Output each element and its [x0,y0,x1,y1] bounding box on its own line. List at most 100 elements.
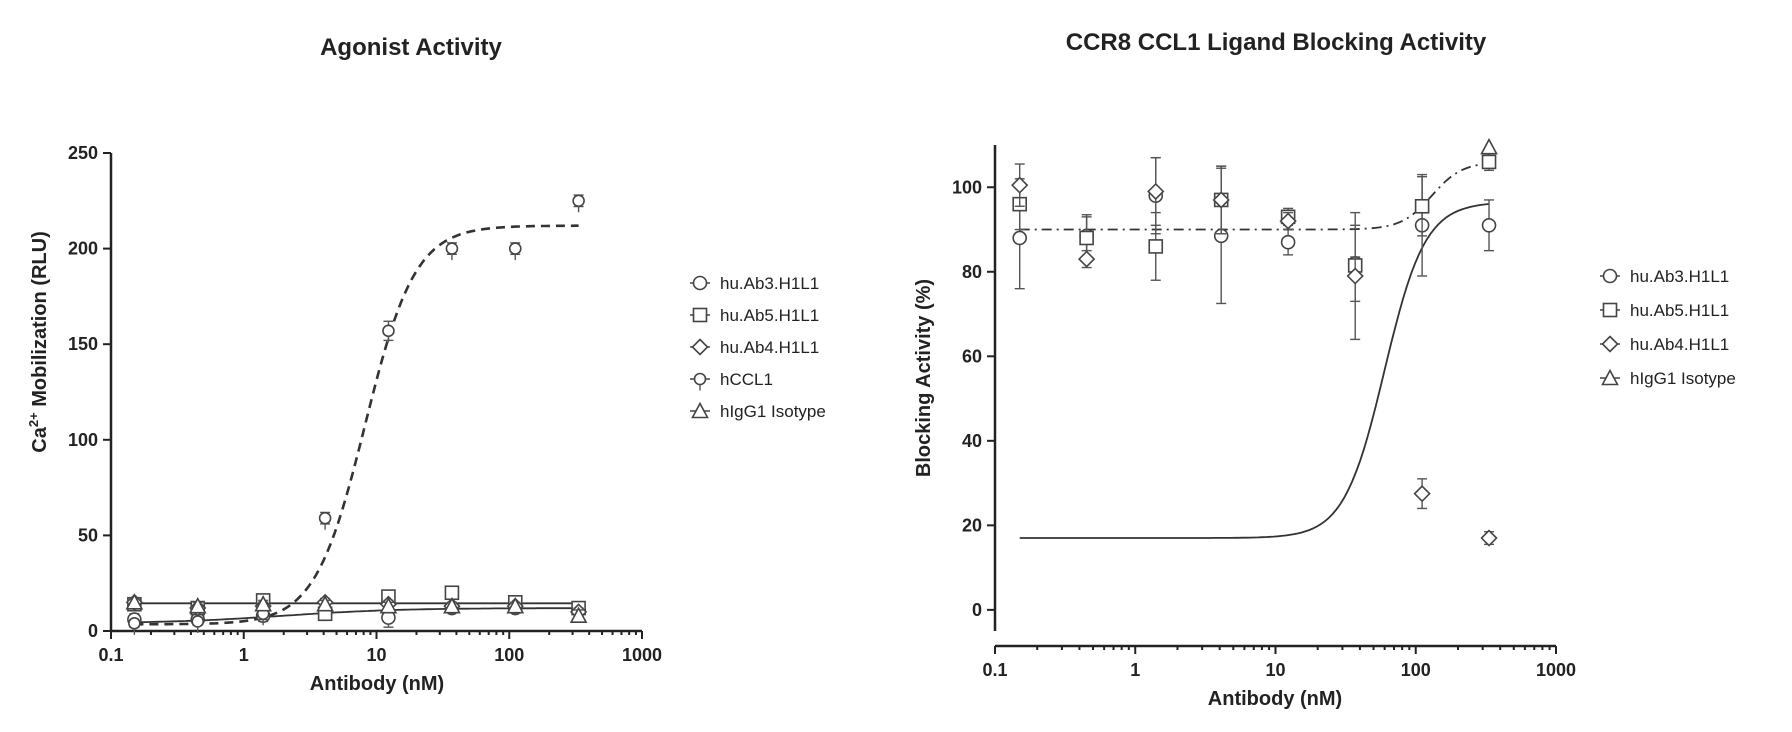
y-axis-label: Ca2+ Mobilization (RLU) [26,231,51,452]
x-tick-label: 0.1 [98,645,123,665]
y-axis-label-rest: Mobilization (RLU) [29,231,51,412]
legend-entry: hCCL1 [690,370,773,391]
fit-curves [134,226,578,625]
legend-entry: hIgG1 Isotype [690,402,826,421]
legend-label: hu.Ab5.H1L1 [720,306,819,325]
legend-entry: hu.Ab4.H1L1 [1600,335,1729,354]
y-tick-label: 150 [68,334,98,354]
data-point [1079,251,1094,268]
data-markers [127,195,586,635]
x-tick-label: 100 [1401,660,1431,680]
legend-marker-diamond [693,340,708,355]
legend-entry: hu.Ab4.H1L1 [690,338,819,357]
data-point [1148,158,1163,226]
data-point [1214,166,1229,234]
marker-circle [1483,219,1496,232]
data-point [446,243,457,260]
marker-diamond [1482,531,1497,546]
marker-diamond [1079,252,1094,267]
y-tick-label: 0 [972,600,982,620]
y-tick-label: 100 [68,430,98,450]
legend-label: hu.Ab4.H1L1 [1630,335,1729,354]
tick-group: 0.11101001000020406080100 [952,177,1576,680]
data-point [129,618,140,635]
data-markers [1012,140,1496,546]
data-point [1415,479,1430,509]
legend-label: hu.Ab3.H1L1 [1630,267,1729,286]
marker-square [1483,155,1496,168]
marker-triangle [1482,140,1497,154]
legend-entry: hu.Ab3.H1L1 [690,274,819,293]
legend-label: hu.Ab4.H1L1 [720,338,819,357]
data-point [1482,140,1497,154]
x-tick-label: 10 [366,645,386,665]
y-tick-label: 60 [962,346,982,366]
chart-title: Agonist Activity [320,34,502,61]
legend-label: hu.Ab3.H1L1 [720,274,819,293]
x-axis-label: Antibody (nM) [310,673,444,695]
data-point [1348,213,1363,340]
y-tick-label: 200 [68,239,98,259]
legend-marker-circle [1604,270,1617,283]
x-tick-label: 1000 [1536,660,1576,680]
x-tick-label: 1 [239,645,249,665]
marker-flower [573,195,584,206]
legend-label: hIgG1 Isotype [1630,369,1736,388]
x-tick-label: 1000 [622,645,662,665]
marker-flower [383,325,394,336]
x-tick-label: 10 [1265,660,1285,680]
data-point [510,243,521,260]
marker-diamond [1012,178,1027,193]
fit-curve [134,226,578,625]
marker-flower [129,618,140,629]
y-axis-label: Blocking Activity (%) [913,279,935,477]
data-point [383,321,394,342]
agonist-chart: Agonist Activity Ca2+ Mobilization (RLU)… [26,34,826,695]
x-tick-label: 1 [1130,660,1140,680]
data-point [1483,200,1496,251]
marker-flower [510,243,521,254]
marker-flower [320,513,331,524]
marker-diamond [1415,486,1430,501]
marker-circle [1013,231,1026,244]
y-tick-label: 100 [952,177,982,197]
marker-square [1149,240,1162,253]
tick-group: 0.11101001000050100150200250 [68,143,662,665]
data-point [1483,153,1496,170]
y-axis-label-main: Ca [29,426,51,452]
y-tick-label: 20 [962,515,982,535]
data-point [1482,531,1497,546]
x-tick-label: 100 [494,645,524,665]
x-axis-label: Antibody (nM) [1208,688,1342,710]
y-tick-label: 250 [68,143,98,163]
legend-marker-flower [695,374,706,385]
chart-title: CCR8 CCL1 Ligand Blocking Activity [1066,29,1487,56]
x-tick-label: 0.1 [982,660,1007,680]
y-tick-label: 40 [962,431,982,451]
legend-entry: hu.Ab5.H1L1 [1600,301,1729,320]
marker-square [1080,231,1093,244]
svg-text:Ca2+ Mobilization (RLU): Ca2+ Mobilization (RLU) [26,231,51,452]
blocking-chart: CCR8 CCL1 Ligand Blocking Activity Block… [913,29,1736,710]
marker-flower [446,243,457,254]
marker-flower [192,616,203,627]
legend-entry: hIgG1 Isotype [1600,369,1736,388]
data-point [320,512,331,529]
legend-label: hIgG1 Isotype [720,402,826,421]
marker-square [1416,200,1429,213]
y-axis-label-sup: 2+ [26,412,41,427]
marker-circle [1282,236,1295,249]
legend-marker-diamond [1603,337,1618,352]
legend-label: hCCL1 [720,370,773,389]
y-tick-label: 0 [88,621,98,641]
data-point [573,195,584,212]
legend: hu.Ab3.H1L1 hu.Ab5.H1L1 hu.Ab4.H1L1 hCCL1 hI… [690,274,826,421]
legend-marker-square [694,309,707,322]
data-point [1282,230,1295,255]
legend-label: hu.Ab5.H1L1 [1630,301,1729,320]
legend-marker-circle [694,277,707,290]
legend-marker-square [1604,304,1617,317]
legend: hu.Ab3.H1L1 hu.Ab5.H1L1 hu.Ab4.H1L1 hIgG1 I… [1600,267,1736,388]
legend-entry: hu.Ab3.H1L1 [1600,267,1729,286]
